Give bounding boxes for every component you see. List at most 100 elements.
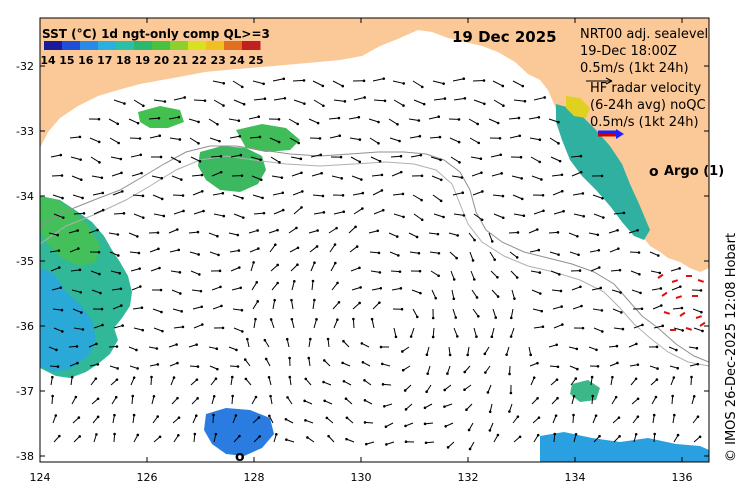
current-vector [211,171,222,177]
current-vector-head [537,416,541,419]
current-vector-head [221,191,225,195]
current-vector-head [471,259,475,262]
current-vector [450,270,455,280]
current-vector-head [398,139,401,143]
current-vector-head [195,378,199,381]
current-vector-head [238,266,241,269]
current-vector-head [296,122,300,126]
current-vector-head [402,215,405,219]
current-vector [370,156,381,162]
current-vector [551,397,558,405]
current-vector [670,267,680,272]
current-vector [613,327,623,330]
current-vector-head [676,366,679,370]
current-vector [253,98,265,101]
current-vector-head [269,394,272,398]
current-vector-head [359,286,362,289]
current-vector [328,117,340,120]
current-vector [213,213,224,217]
current-vector [432,80,444,85]
current-vector-head [252,261,255,264]
current-vector-head [219,170,223,174]
current-vector-head [442,82,445,85]
current-vector-head [420,85,424,89]
current-vector-head [696,415,700,419]
current-vector-head [333,243,337,246]
current-vector-head [177,416,181,420]
current-vector-head [381,383,385,386]
current-vector [593,327,603,332]
colorbar-swatches [44,41,261,50]
current-vector [252,194,263,199]
current-vector [571,396,575,405]
current-vector [492,308,497,318]
current-vector-head [220,304,223,308]
current-vector [152,308,162,313]
current-vector-head [401,350,404,353]
current-vector [473,99,485,105]
current-vector-head [76,229,79,232]
current-vector [692,308,702,313]
current-vector-head [342,339,345,343]
current-vector [342,362,351,367]
current-vector [424,403,433,409]
current-vector [351,175,362,180]
current-vector [111,172,122,177]
current-vector-head [380,173,384,177]
current-vector-head [479,157,483,161]
current-vector-head [458,161,461,164]
current-vector [228,346,237,351]
current-vector [468,232,475,241]
current-vector-head [446,446,450,449]
current-vector-head [200,305,204,309]
current-vector-head [196,397,199,400]
current-vector [286,339,290,348]
current-vector [653,433,656,443]
current-vector [552,415,557,424]
current-vector [433,213,444,218]
current-vector [528,116,539,120]
current-vector [130,154,141,158]
current-vector [530,377,535,386]
current-vector [609,248,619,253]
current-vector [312,300,315,310]
current-vector-head [239,153,243,157]
current-vector-head [394,335,398,339]
y-tick-label: -32 [16,60,34,73]
current-vector [533,96,545,101]
current-vector-head [518,435,522,439]
current-vector-head [522,214,526,218]
current-vector [484,346,490,355]
colorbar-tick-label: 16 [78,54,94,67]
current-vector-head [378,271,382,274]
sealevel-line3: 0.5m/s (1kt 24h) [580,61,689,76]
current-vector-head [618,434,621,438]
current-vector-head [100,307,104,311]
current-vector [50,154,61,158]
current-vector-head [578,269,582,272]
current-vector [328,435,335,443]
current-vector-head [113,432,116,436]
current-vector-head [540,309,544,313]
current-vector [510,327,515,337]
current-vector-head [76,361,79,365]
current-vector [69,248,79,253]
current-vector-head [634,432,638,436]
current-vector-head [139,285,142,288]
current-vector [49,365,59,368]
current-vector-head [288,356,291,360]
current-vector-head [281,208,285,212]
current-vector-head [535,228,539,231]
current-vector [552,190,563,196]
current-vector-head [675,348,678,352]
current-vector-head [490,240,494,243]
current-vector [70,377,73,386]
current-vector [351,286,361,291]
current-vector-head [135,348,138,352]
current-vector-head [243,358,247,361]
current-vector-head [480,218,484,222]
current-vector-head [399,154,403,158]
current-vector [353,208,363,215]
current-vector-head [698,435,702,439]
current-vector [432,327,435,338]
